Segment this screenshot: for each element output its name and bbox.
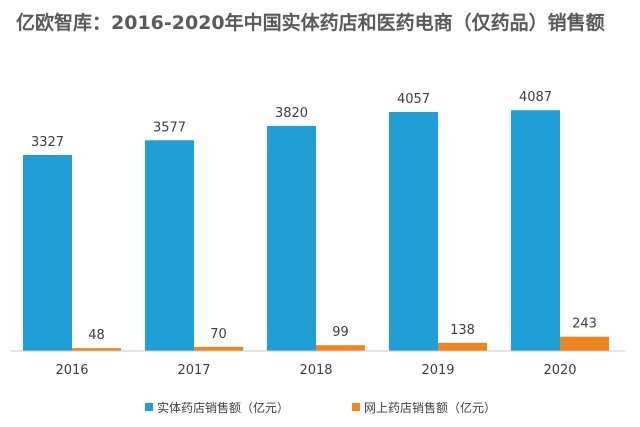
x-tick-labels: 2016 2017 2018 2019 2020 [55,363,576,378]
bar-physical-2017 [145,140,194,351]
x-tick-label-2020: 2020 [543,363,576,378]
bar-online-2017 [194,346,243,351]
bar-online-2020 [560,336,609,351]
data-label-online-2018: 99 [332,325,349,340]
bar-physical-2020 [511,110,560,351]
legend: 实体药店销售额（亿元） 网上药店销售额（亿元） [145,400,496,415]
data-label-online-2019: 138 [450,323,475,338]
data-label-online-2017: 70 [210,327,227,342]
data-label-physical-2019: 4057 [397,92,430,107]
bar-online-2018 [316,345,365,351]
legend-label-physical: 实体药店销售额（亿元） [157,400,289,415]
bars-layer [23,110,609,351]
bar-physical-2016 [23,155,72,351]
data-label-online-2016: 48 [88,328,105,343]
legend-swatch-physical [145,403,153,411]
data-label-physical-2017: 3577 [153,120,186,135]
data-label-online-2020: 243 [572,317,597,332]
data-label-physical-2020: 4087 [519,90,552,105]
legend-swatch-online [352,403,360,411]
bar-online-2016 [72,348,121,351]
legend-label-online: 网上药店销售额（亿元） [364,400,496,415]
data-labels: 3327 48 3577 70 3820 99 4057 138 4087 243 [31,90,597,343]
data-label-physical-2016: 3327 [31,135,64,150]
bar-physical-2018 [267,125,316,351]
chart-title: 亿欧智库：2016-2020年中国实体药店和医药电商（仅药品）销售额 [16,12,605,34]
bar-online-2019 [438,342,487,351]
x-tick-label-2016: 2016 [55,363,88,378]
x-tick-label-2018: 2018 [299,363,332,378]
x-tick-label-2019: 2019 [421,363,454,378]
data-label-physical-2018: 3820 [275,106,308,121]
x-tick-label-2017: 2017 [177,363,210,378]
bar-physical-2019 [389,112,438,351]
